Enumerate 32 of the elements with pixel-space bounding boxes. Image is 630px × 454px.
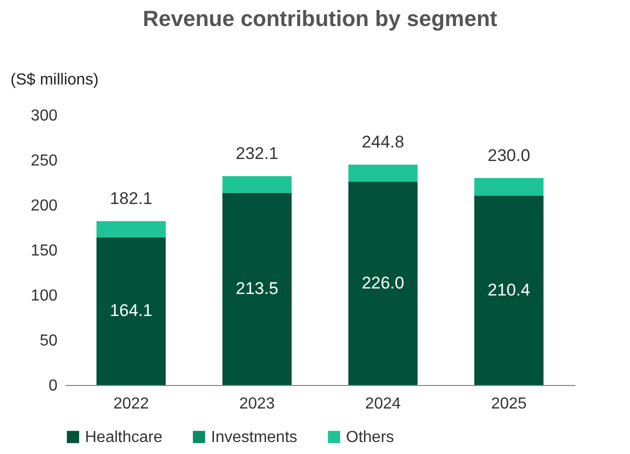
bar	[222, 176, 292, 193]
x-tick-label: 2024	[365, 396, 401, 412]
bar	[474, 196, 544, 385]
y-tick-label: 250	[30, 152, 58, 170]
bar	[96, 221, 166, 238]
bar	[474, 178, 544, 196]
y-axis-title: (S$ millions)	[10, 72, 99, 88]
data-label: 210.4	[488, 280, 530, 300]
bar	[96, 237, 166, 385]
y-tick-label: 200	[30, 198, 58, 214]
legend-label: Others	[346, 429, 394, 446]
total-label: 244.8	[362, 132, 404, 152]
chart-title: Revenue contribution by segment	[142, 6, 498, 31]
data-label: 213.5	[236, 278, 278, 298]
bar	[222, 192, 292, 385]
x-tick-label: 2025	[491, 396, 527, 412]
total-label: 230.0	[488, 146, 530, 165]
y-tick-label: 150	[30, 242, 58, 260]
legend-label: Investments	[211, 429, 298, 446]
y-tick-label: 100	[30, 288, 58, 304]
total-label: 182.1	[110, 189, 152, 208]
bar	[348, 164, 418, 182]
y-tick-label: 0	[48, 378, 58, 394]
y-tick-label: 300	[30, 108, 58, 124]
x-tick-label: 2022	[113, 396, 150, 412]
bar	[348, 182, 418, 385]
data-label: 226.0	[362, 273, 404, 292]
data-label: 164.1	[110, 301, 152, 320]
total-label: 232.1	[236, 144, 278, 164]
legend-label: Healthcare	[85, 429, 162, 446]
x-tick-label: 2023	[239, 396, 275, 412]
y-tick-label: 50	[40, 332, 58, 350]
